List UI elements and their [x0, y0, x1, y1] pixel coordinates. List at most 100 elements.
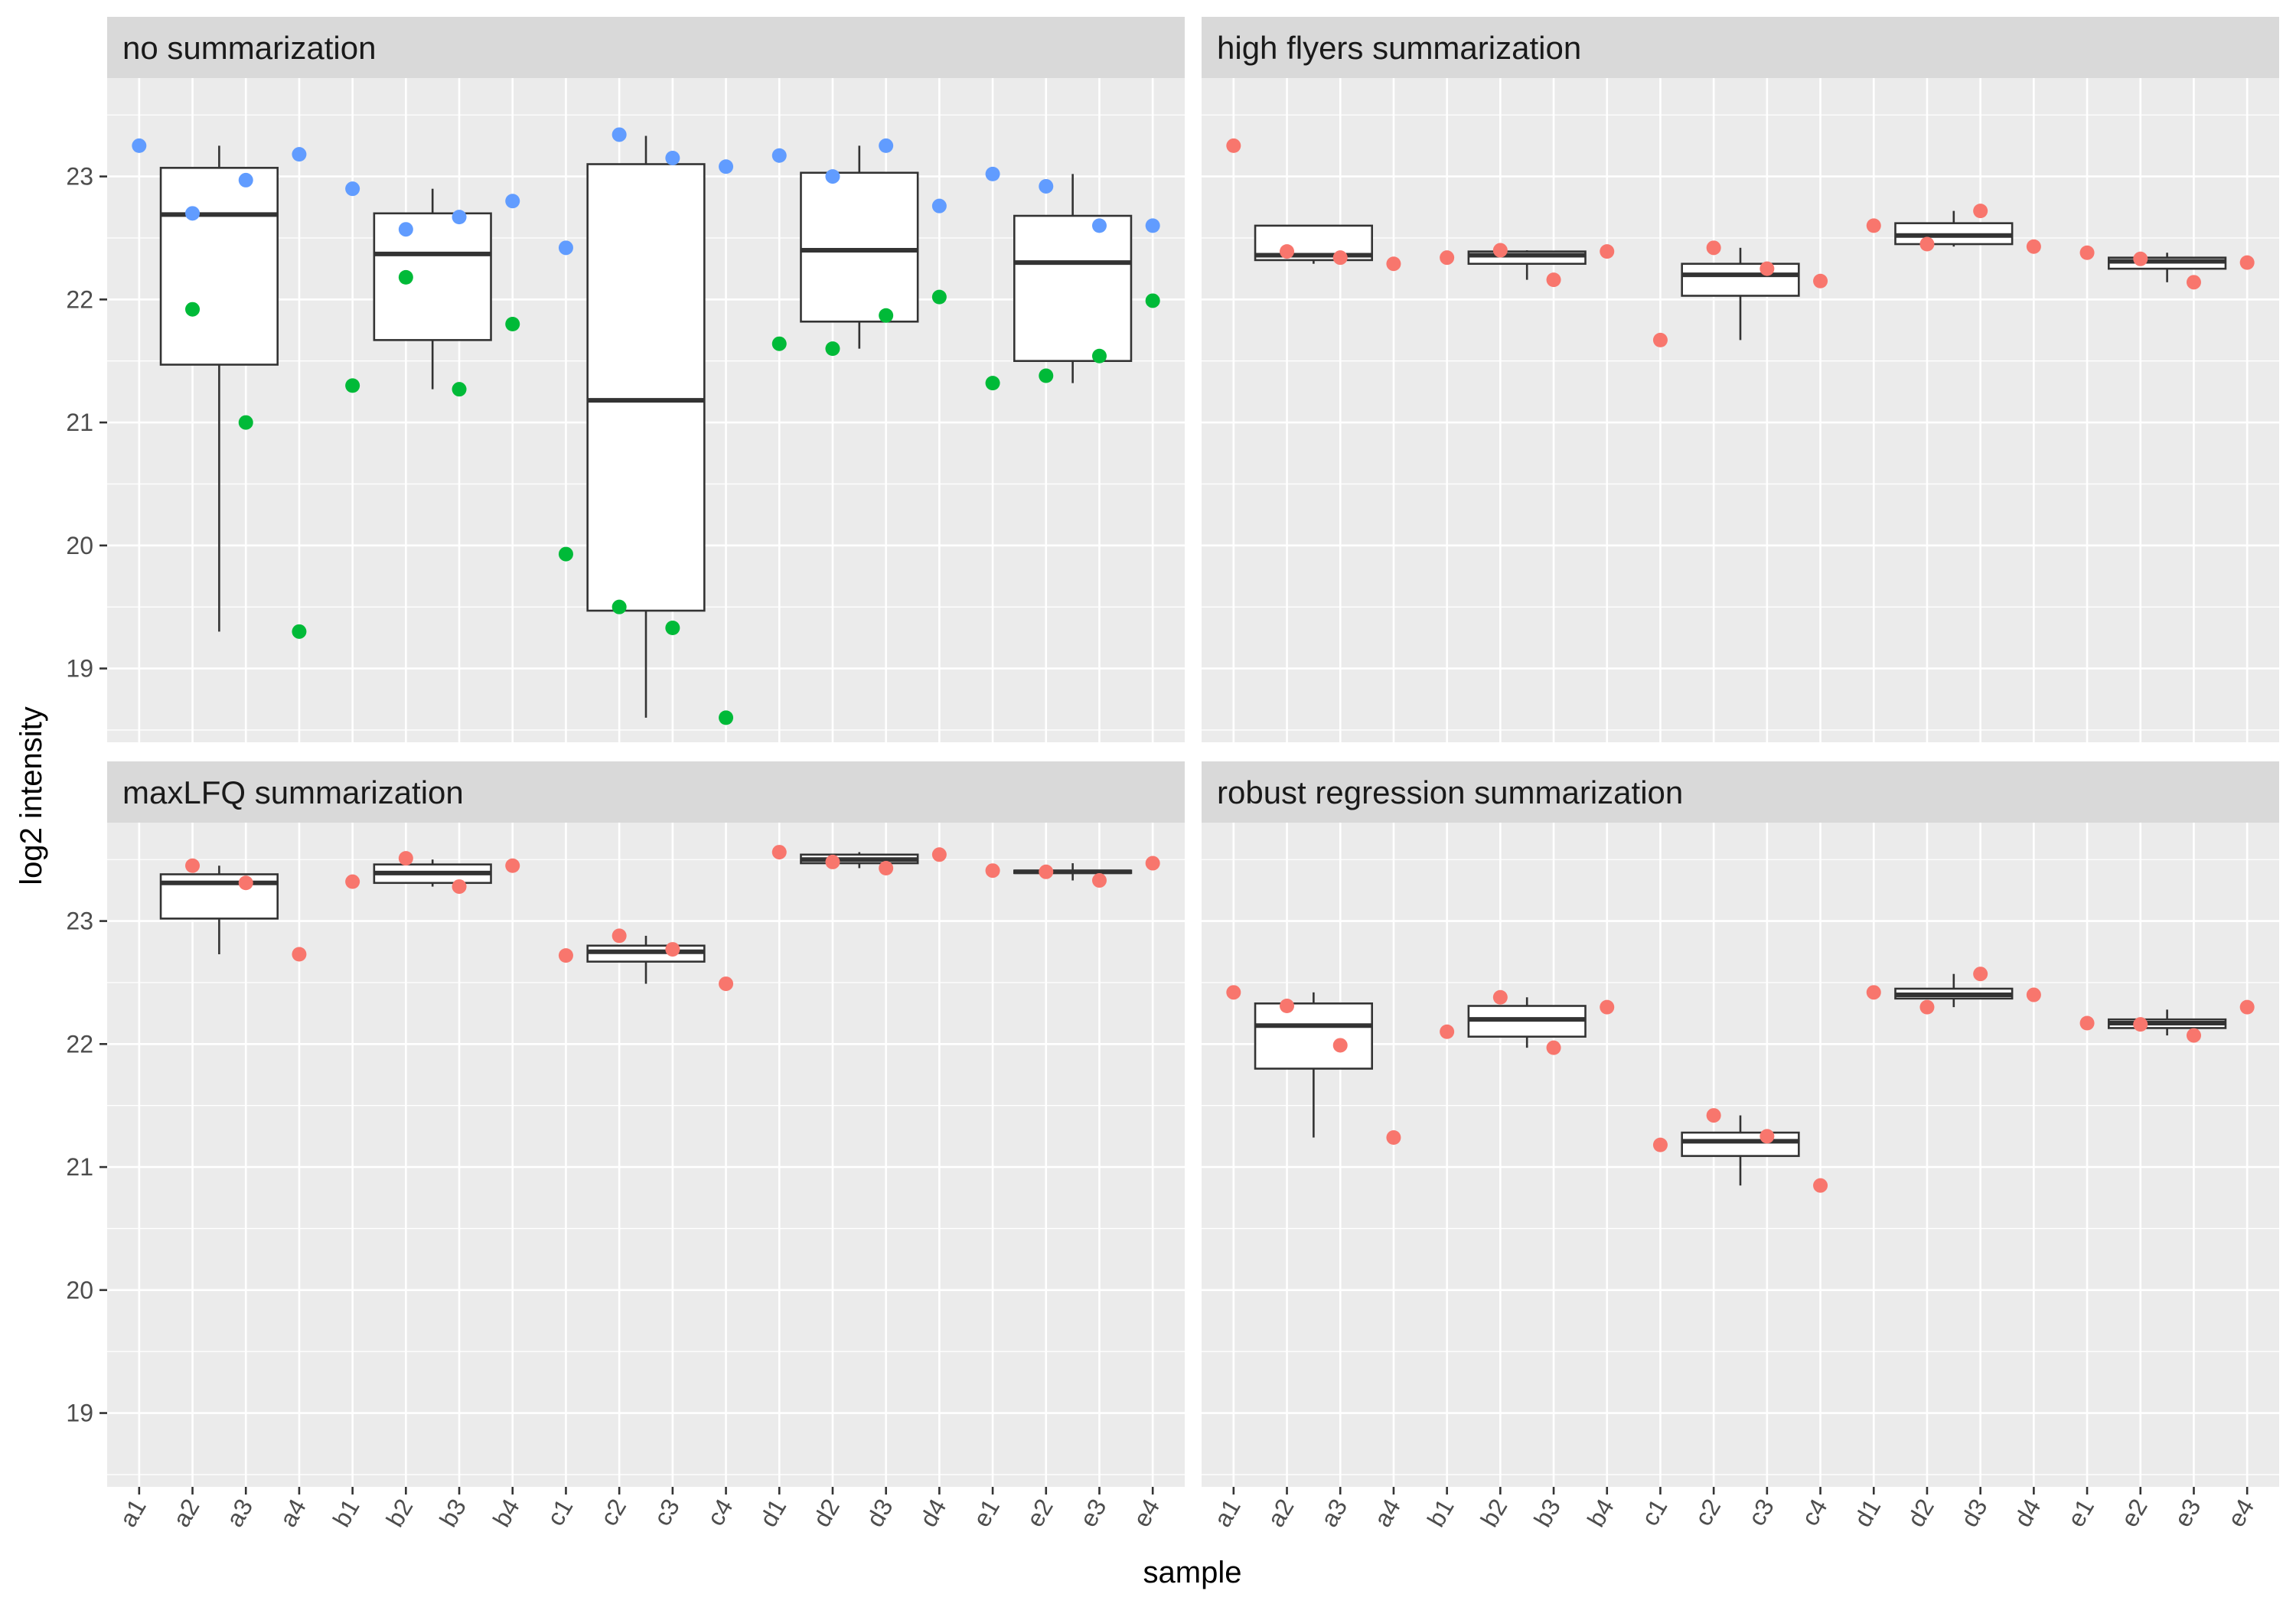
data-point	[771, 148, 787, 163]
panel-title: maxLFQ summarization	[122, 774, 464, 810]
strip-background	[107, 17, 1185, 78]
data-point	[1440, 1024, 1455, 1039]
data-point	[2026, 987, 2041, 1002]
box-body	[1013, 214, 1133, 363]
data-point	[1652, 332, 1668, 347]
y-tick-label: 21	[66, 409, 93, 436]
data-point	[1226, 985, 1241, 1000]
data-point	[612, 928, 627, 944]
data-point	[1600, 999, 1615, 1015]
data-point	[1280, 244, 1295, 259]
data-point	[558, 240, 573, 256]
data-point	[345, 378, 360, 393]
data-point	[345, 874, 360, 889]
data-point	[1226, 138, 1241, 153]
data-point	[985, 863, 1000, 878]
data-point	[1546, 272, 1561, 288]
data-point	[398, 851, 413, 866]
y-tick-label: 22	[66, 1030, 93, 1058]
data-point	[879, 138, 894, 153]
data-point	[1091, 218, 1107, 233]
data-point	[612, 599, 627, 614]
box-b	[373, 859, 492, 887]
y-tick-label: 23	[66, 908, 93, 935]
data-point	[931, 289, 947, 305]
panel-title: high flyers summarization	[1217, 30, 1581, 66]
data-point	[1866, 218, 1881, 233]
strip-background	[1202, 17, 2279, 78]
box-body	[800, 171, 919, 323]
data-point	[2079, 245, 2095, 260]
y-axis-title: log2 intensity	[15, 706, 48, 885]
data-point	[2239, 255, 2255, 270]
panel-1: no summarization 19 20 21 22 23	[66, 17, 1185, 742]
data-point	[825, 341, 840, 357]
y-tick-label: 23	[66, 163, 93, 191]
data-point	[292, 947, 307, 962]
data-point	[558, 948, 573, 963]
data-point	[1866, 985, 1881, 1000]
data-point	[398, 222, 413, 237]
data-point	[2239, 999, 2255, 1015]
data-point	[985, 166, 1000, 181]
box-e	[2107, 1009, 2227, 1036]
data-point	[771, 336, 787, 351]
data-point	[719, 710, 734, 725]
box-b	[373, 188, 492, 390]
y-tick-label: 20	[66, 532, 93, 559]
data-point	[665, 621, 680, 636]
panel-title: robust regression summarization	[1217, 774, 1683, 810]
box-a	[159, 865, 279, 954]
data-point	[1039, 864, 1054, 879]
data-point	[1386, 256, 1401, 272]
data-point	[1145, 856, 1160, 871]
data-point	[238, 172, 253, 187]
data-point	[879, 860, 894, 875]
data-point	[2133, 251, 2148, 266]
data-point	[1813, 1178, 1828, 1193]
data-point	[185, 302, 201, 317]
box-d	[800, 145, 919, 349]
data-point	[985, 376, 1000, 391]
y-tick-label: 21	[66, 1153, 93, 1181]
data-point	[398, 269, 413, 285]
data-point	[2026, 239, 2041, 254]
data-point	[2186, 1028, 2201, 1043]
data-point	[2079, 1015, 2095, 1031]
strip-background	[107, 761, 1185, 823]
y-tick-label: 22	[66, 285, 93, 313]
data-point	[1332, 250, 1348, 266]
panel-title: no summarization	[122, 30, 376, 66]
data-point	[452, 210, 467, 225]
data-point	[505, 858, 520, 873]
box-c	[1681, 247, 1800, 341]
data-point	[292, 147, 307, 162]
box-d	[1894, 210, 2014, 247]
data-point	[612, 127, 627, 142]
strip-background	[1202, 761, 2279, 823]
data-point	[1973, 966, 1988, 982]
data-point	[1919, 236, 1935, 252]
box-c	[586, 135, 706, 718]
panel-2: high flyers summarization	[1202, 17, 2279, 742]
box-body	[1681, 1131, 1800, 1157]
box-body	[373, 212, 492, 341]
data-point	[665, 942, 680, 957]
panel-background	[1202, 78, 2279, 742]
data-point	[879, 308, 894, 323]
data-point	[2186, 275, 2201, 290]
data-point	[1280, 999, 1295, 1014]
data-point	[931, 198, 947, 214]
data-point	[452, 879, 467, 895]
data-point	[505, 194, 520, 209]
y-tick-label: 20	[66, 1276, 93, 1304]
data-point	[1039, 368, 1054, 383]
data-point	[292, 624, 307, 639]
box-d	[1894, 973, 2014, 1008]
data-point	[345, 181, 360, 197]
box-body	[159, 167, 279, 366]
data-point	[2133, 1017, 2148, 1032]
box-b	[1467, 997, 1587, 1048]
box-body	[586, 163, 706, 612]
